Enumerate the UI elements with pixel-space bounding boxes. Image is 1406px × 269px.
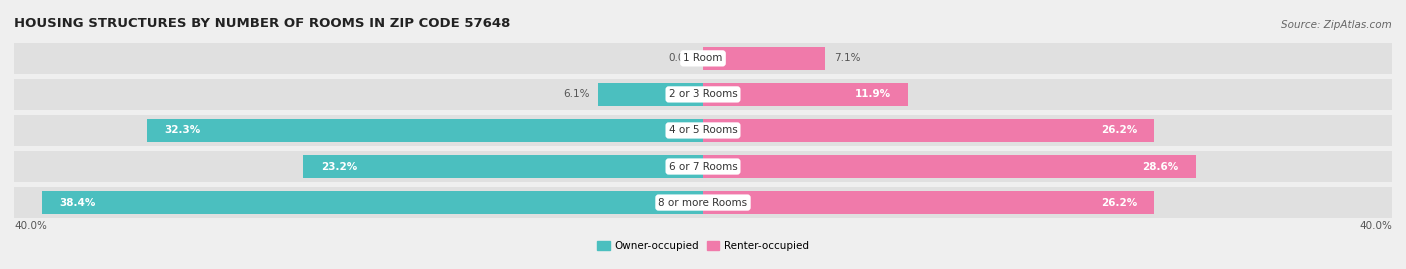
Text: Source: ZipAtlas.com: Source: ZipAtlas.com (1281, 20, 1392, 30)
Bar (598, 83, 703, 106)
Legend: Owner-occupied, Renter-occupied: Owner-occupied, Renter-occupied (593, 237, 813, 255)
Text: 6 or 7 Rooms: 6 or 7 Rooms (669, 161, 737, 172)
Text: 11.9%: 11.9% (855, 89, 891, 100)
Bar (146, 119, 703, 142)
Bar (703, 155, 1195, 178)
Text: 26.2%: 26.2% (1101, 197, 1137, 208)
Text: 4 or 5 Rooms: 4 or 5 Rooms (669, 125, 737, 136)
Bar (14, 79, 1392, 110)
Bar (42, 191, 703, 214)
Text: 2 or 3 Rooms: 2 or 3 Rooms (669, 89, 737, 100)
Bar (703, 47, 825, 70)
Bar (703, 191, 1154, 214)
Text: 8 or more Rooms: 8 or more Rooms (658, 197, 748, 208)
Bar (14, 187, 1392, 218)
Bar (703, 83, 908, 106)
Bar (14, 43, 1392, 74)
Bar (703, 119, 1154, 142)
Text: 40.0%: 40.0% (14, 221, 46, 231)
Text: 40.0%: 40.0% (1360, 221, 1392, 231)
Text: 28.6%: 28.6% (1142, 161, 1178, 172)
Text: 6.1%: 6.1% (562, 89, 589, 100)
Text: 1 Room: 1 Room (683, 53, 723, 63)
Text: HOUSING STRUCTURES BY NUMBER OF ROOMS IN ZIP CODE 57648: HOUSING STRUCTURES BY NUMBER OF ROOMS IN… (14, 16, 510, 30)
Text: 7.1%: 7.1% (834, 53, 860, 63)
Bar (14, 151, 1392, 182)
Text: 38.4%: 38.4% (59, 197, 96, 208)
Text: 32.3%: 32.3% (165, 125, 200, 136)
Text: 23.2%: 23.2% (321, 161, 357, 172)
Bar (304, 155, 703, 178)
Text: 26.2%: 26.2% (1101, 125, 1137, 136)
Text: 0.0%: 0.0% (668, 53, 695, 63)
Bar (14, 115, 1392, 146)
